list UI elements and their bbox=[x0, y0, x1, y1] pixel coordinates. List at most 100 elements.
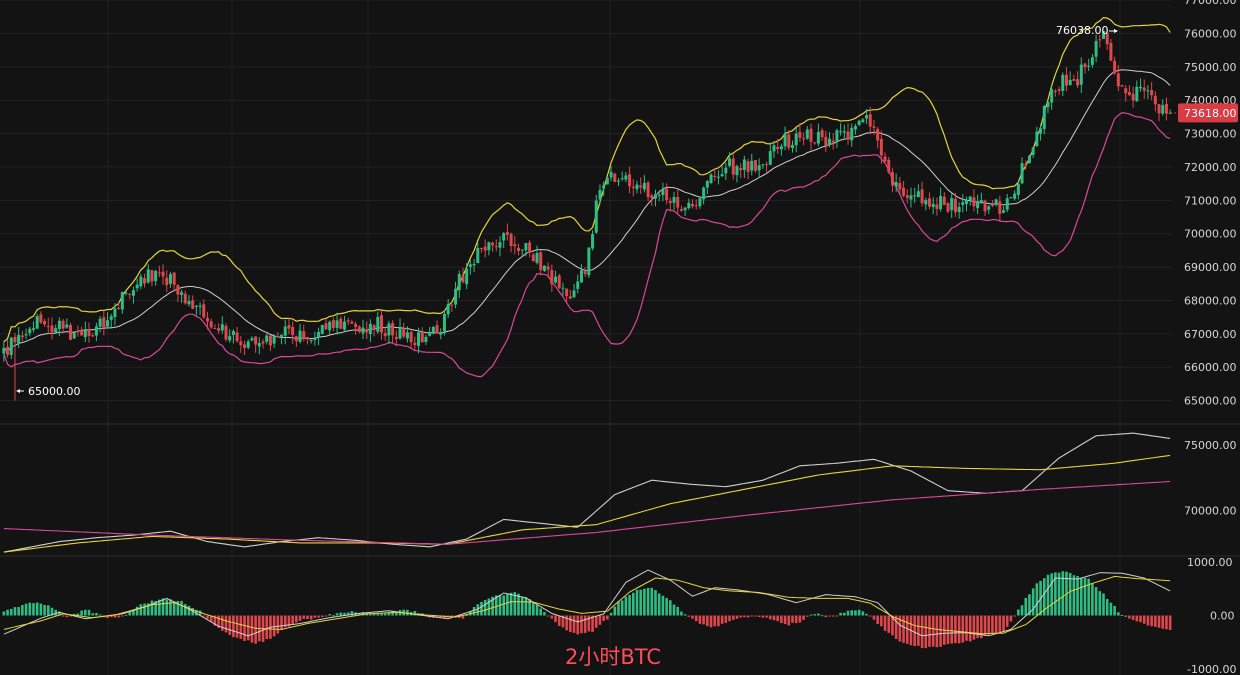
candle[interactable] bbox=[454, 281, 458, 309]
candle[interactable] bbox=[431, 326, 435, 335]
candle[interactable] bbox=[305, 336, 309, 345]
candle[interactable] bbox=[698, 196, 702, 209]
candle[interactable] bbox=[828, 132, 832, 148]
candle[interactable] bbox=[779, 143, 783, 156]
candle[interactable] bbox=[54, 324, 58, 334]
candle[interactable] bbox=[850, 123, 854, 147]
candle[interactable] bbox=[268, 335, 272, 352]
candle[interactable] bbox=[657, 190, 661, 202]
candle[interactable] bbox=[591, 230, 595, 251]
candle[interactable] bbox=[20, 330, 24, 342]
candle[interactable] bbox=[702, 186, 706, 205]
candle[interactable] bbox=[68, 322, 72, 341]
candle[interactable] bbox=[491, 241, 495, 252]
candle[interactable] bbox=[246, 339, 250, 350]
candle[interactable] bbox=[1072, 74, 1076, 82]
candle[interactable] bbox=[694, 199, 698, 210]
candle[interactable] bbox=[539, 250, 543, 276]
candle[interactable] bbox=[335, 312, 339, 335]
candle[interactable] bbox=[205, 311, 209, 330]
candle[interactable] bbox=[613, 172, 617, 183]
candle[interactable] bbox=[1142, 79, 1146, 99]
candle[interactable] bbox=[983, 199, 987, 216]
price-axis[interactable]: 65000.00 66000.00 67000.00 68000.00 69000.00… bbox=[1184, 0, 1237, 675]
candle[interactable] bbox=[939, 187, 943, 212]
candle[interactable] bbox=[43, 318, 47, 327]
candle[interactable] bbox=[927, 192, 931, 210]
candle[interactable] bbox=[1016, 181, 1020, 200]
candle[interactable] bbox=[298, 324, 302, 344]
candle[interactable] bbox=[790, 140, 794, 153]
candle[interactable] bbox=[146, 264, 150, 284]
candle[interactable] bbox=[509, 232, 513, 253]
candle[interactable] bbox=[961, 194, 965, 213]
candle[interactable] bbox=[894, 173, 898, 192]
candle[interactable] bbox=[683, 207, 687, 217]
candle[interactable] bbox=[420, 327, 424, 343]
candle[interactable] bbox=[287, 318, 291, 335]
candle[interactable] bbox=[498, 236, 502, 257]
candle[interactable] bbox=[502, 232, 506, 249]
candle[interactable] bbox=[313, 331, 317, 346]
candle[interactable] bbox=[376, 311, 380, 334]
candle[interactable] bbox=[517, 243, 521, 256]
candle[interactable] bbox=[1079, 57, 1083, 94]
candle[interactable] bbox=[476, 242, 480, 264]
candle[interactable] bbox=[328, 320, 332, 335]
candle[interactable] bbox=[1135, 80, 1139, 102]
candle[interactable] bbox=[2, 340, 6, 362]
candle[interactable] bbox=[342, 315, 346, 333]
candle[interactable] bbox=[879, 130, 883, 164]
candle[interactable] bbox=[161, 264, 165, 285]
candle[interactable] bbox=[772, 140, 776, 159]
candle[interactable] bbox=[128, 293, 132, 300]
candle[interactable] bbox=[372, 324, 376, 337]
candle[interactable] bbox=[76, 325, 80, 337]
candle[interactable] bbox=[672, 191, 676, 211]
candle[interactable] bbox=[391, 320, 395, 344]
candle[interactable] bbox=[650, 193, 654, 207]
candle[interactable] bbox=[424, 334, 428, 346]
candle[interactable] bbox=[724, 162, 728, 181]
candle[interactable] bbox=[620, 171, 624, 181]
candle[interactable] bbox=[98, 316, 102, 333]
candle[interactable] bbox=[716, 170, 720, 185]
candle[interactable] bbox=[846, 123, 850, 145]
candle[interactable] bbox=[354, 321, 358, 335]
candle[interactable] bbox=[972, 189, 976, 212]
candle[interactable] bbox=[835, 128, 839, 149]
candle[interactable] bbox=[902, 180, 906, 198]
candle[interactable] bbox=[1083, 63, 1087, 74]
candle[interactable] bbox=[383, 327, 387, 341]
candle[interactable] bbox=[365, 321, 369, 339]
candle[interactable] bbox=[653, 189, 657, 207]
candle[interactable] bbox=[165, 270, 169, 293]
candle[interactable] bbox=[446, 299, 450, 319]
candle[interactable] bbox=[861, 118, 865, 123]
candle[interactable] bbox=[968, 195, 972, 206]
candle[interactable] bbox=[13, 333, 17, 401]
candle[interactable] bbox=[987, 205, 991, 214]
candle[interactable] bbox=[1094, 34, 1098, 63]
candle[interactable] bbox=[705, 179, 709, 195]
candle[interactable] bbox=[913, 187, 917, 203]
candle[interactable] bbox=[920, 181, 924, 207]
candle[interactable] bbox=[691, 199, 695, 209]
candle[interactable] bbox=[579, 264, 583, 283]
candle[interactable] bbox=[624, 172, 628, 183]
candle[interactable] bbox=[1098, 34, 1102, 48]
candle[interactable] bbox=[753, 159, 757, 173]
candle[interactable] bbox=[213, 324, 217, 330]
candle[interactable] bbox=[309, 339, 313, 344]
candle[interactable] bbox=[616, 178, 620, 187]
candle[interactable] bbox=[816, 123, 820, 147]
candle[interactable] bbox=[402, 322, 406, 339]
candle[interactable] bbox=[1116, 64, 1120, 92]
candle[interactable] bbox=[257, 337, 261, 355]
candle[interactable] bbox=[942, 192, 946, 206]
candle[interactable] bbox=[1053, 89, 1057, 97]
candle[interactable] bbox=[1050, 85, 1054, 110]
candle[interactable] bbox=[1146, 85, 1150, 100]
candle[interactable] bbox=[9, 336, 13, 359]
candle[interactable] bbox=[1120, 84, 1124, 87]
